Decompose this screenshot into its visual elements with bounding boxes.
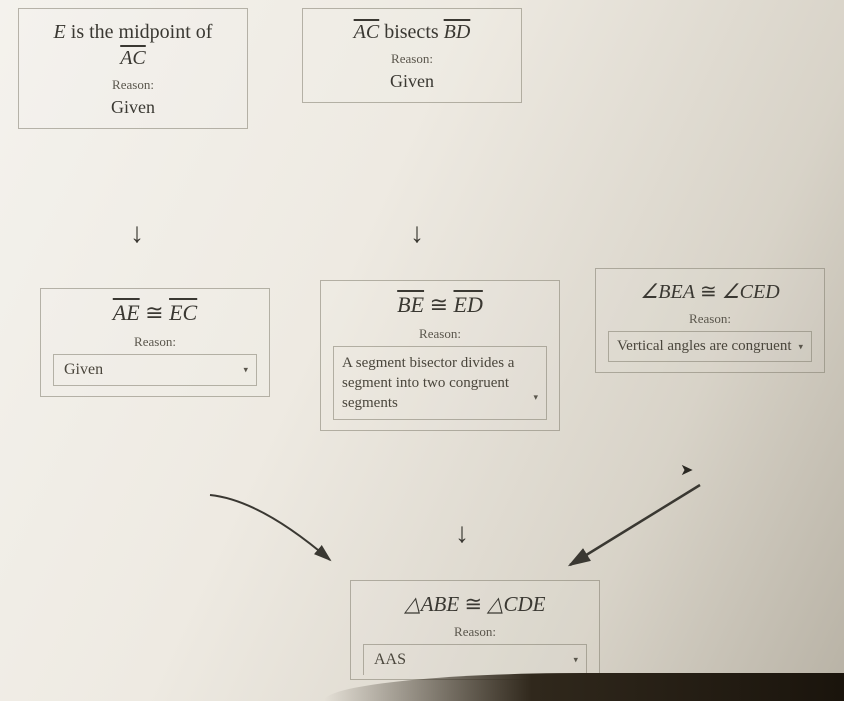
arrow-icon: ↓ xyxy=(455,520,469,548)
chevron-down-icon: ▾ xyxy=(798,341,803,352)
arrow-icon: ↓ xyxy=(410,220,424,248)
reason-label: Reason: xyxy=(315,51,509,67)
reason-given-1: Given xyxy=(31,97,235,118)
proof-box-be-ed: BE ≅ ED Reason: A segment bisector divid… xyxy=(320,280,560,431)
reason-label: Reason: xyxy=(608,311,812,327)
reason-dropdown-ae-ec[interactable]: Given ▾ xyxy=(53,354,257,386)
chevron-down-icon: ▾ xyxy=(573,655,578,666)
chevron-down-icon: ▾ xyxy=(533,391,538,403)
arrow-icon: ↓ xyxy=(130,220,144,248)
arrow-icon xyxy=(550,480,710,580)
cursor-icon: ➤ xyxy=(680,460,693,480)
statement-angles: ∠BEA ≅ ∠CED xyxy=(608,279,812,305)
statement-triangles: △ABE ≅ △CDE xyxy=(363,591,587,618)
proof-box-ae-ec: AE ≅ EC Reason: Given ▾ xyxy=(40,288,270,397)
proof-box-angles: ∠BEA ≅ ∠CED Reason: Vertical angles are … xyxy=(595,268,825,373)
reason-dropdown-triangles[interactable]: AAS ▾ xyxy=(363,644,587,675)
statement-bisects: AC bisects BD xyxy=(315,19,509,45)
proof-box-triangles: △ABE ≅ △CDE Reason: AAS ▾ xyxy=(350,580,600,680)
reason-label: Reason: xyxy=(53,334,257,350)
reason-given-2: Given xyxy=(315,71,509,92)
proof-box-bisects: AC bisects BD Reason: Given xyxy=(302,8,522,103)
chevron-down-icon: ▾ xyxy=(243,364,248,375)
statement-midpoint: E is the midpoint of AC xyxy=(31,19,235,71)
proof-box-midpoint: E is the midpoint of AC Reason: Given xyxy=(18,8,248,129)
arrow-icon xyxy=(200,490,360,580)
reason-label: Reason: xyxy=(363,624,587,640)
statement-be-ed: BE ≅ ED xyxy=(333,291,547,320)
reason-dropdown-be-ed[interactable]: A segment bisector divides a segment int… xyxy=(333,346,547,421)
statement-ae-ec: AE ≅ EC xyxy=(53,299,257,328)
reason-dropdown-angles[interactable]: Vertical angles are congruent ▾ xyxy=(608,331,812,362)
reason-label: Reason: xyxy=(333,326,547,342)
reason-label: Reason: xyxy=(31,77,235,93)
